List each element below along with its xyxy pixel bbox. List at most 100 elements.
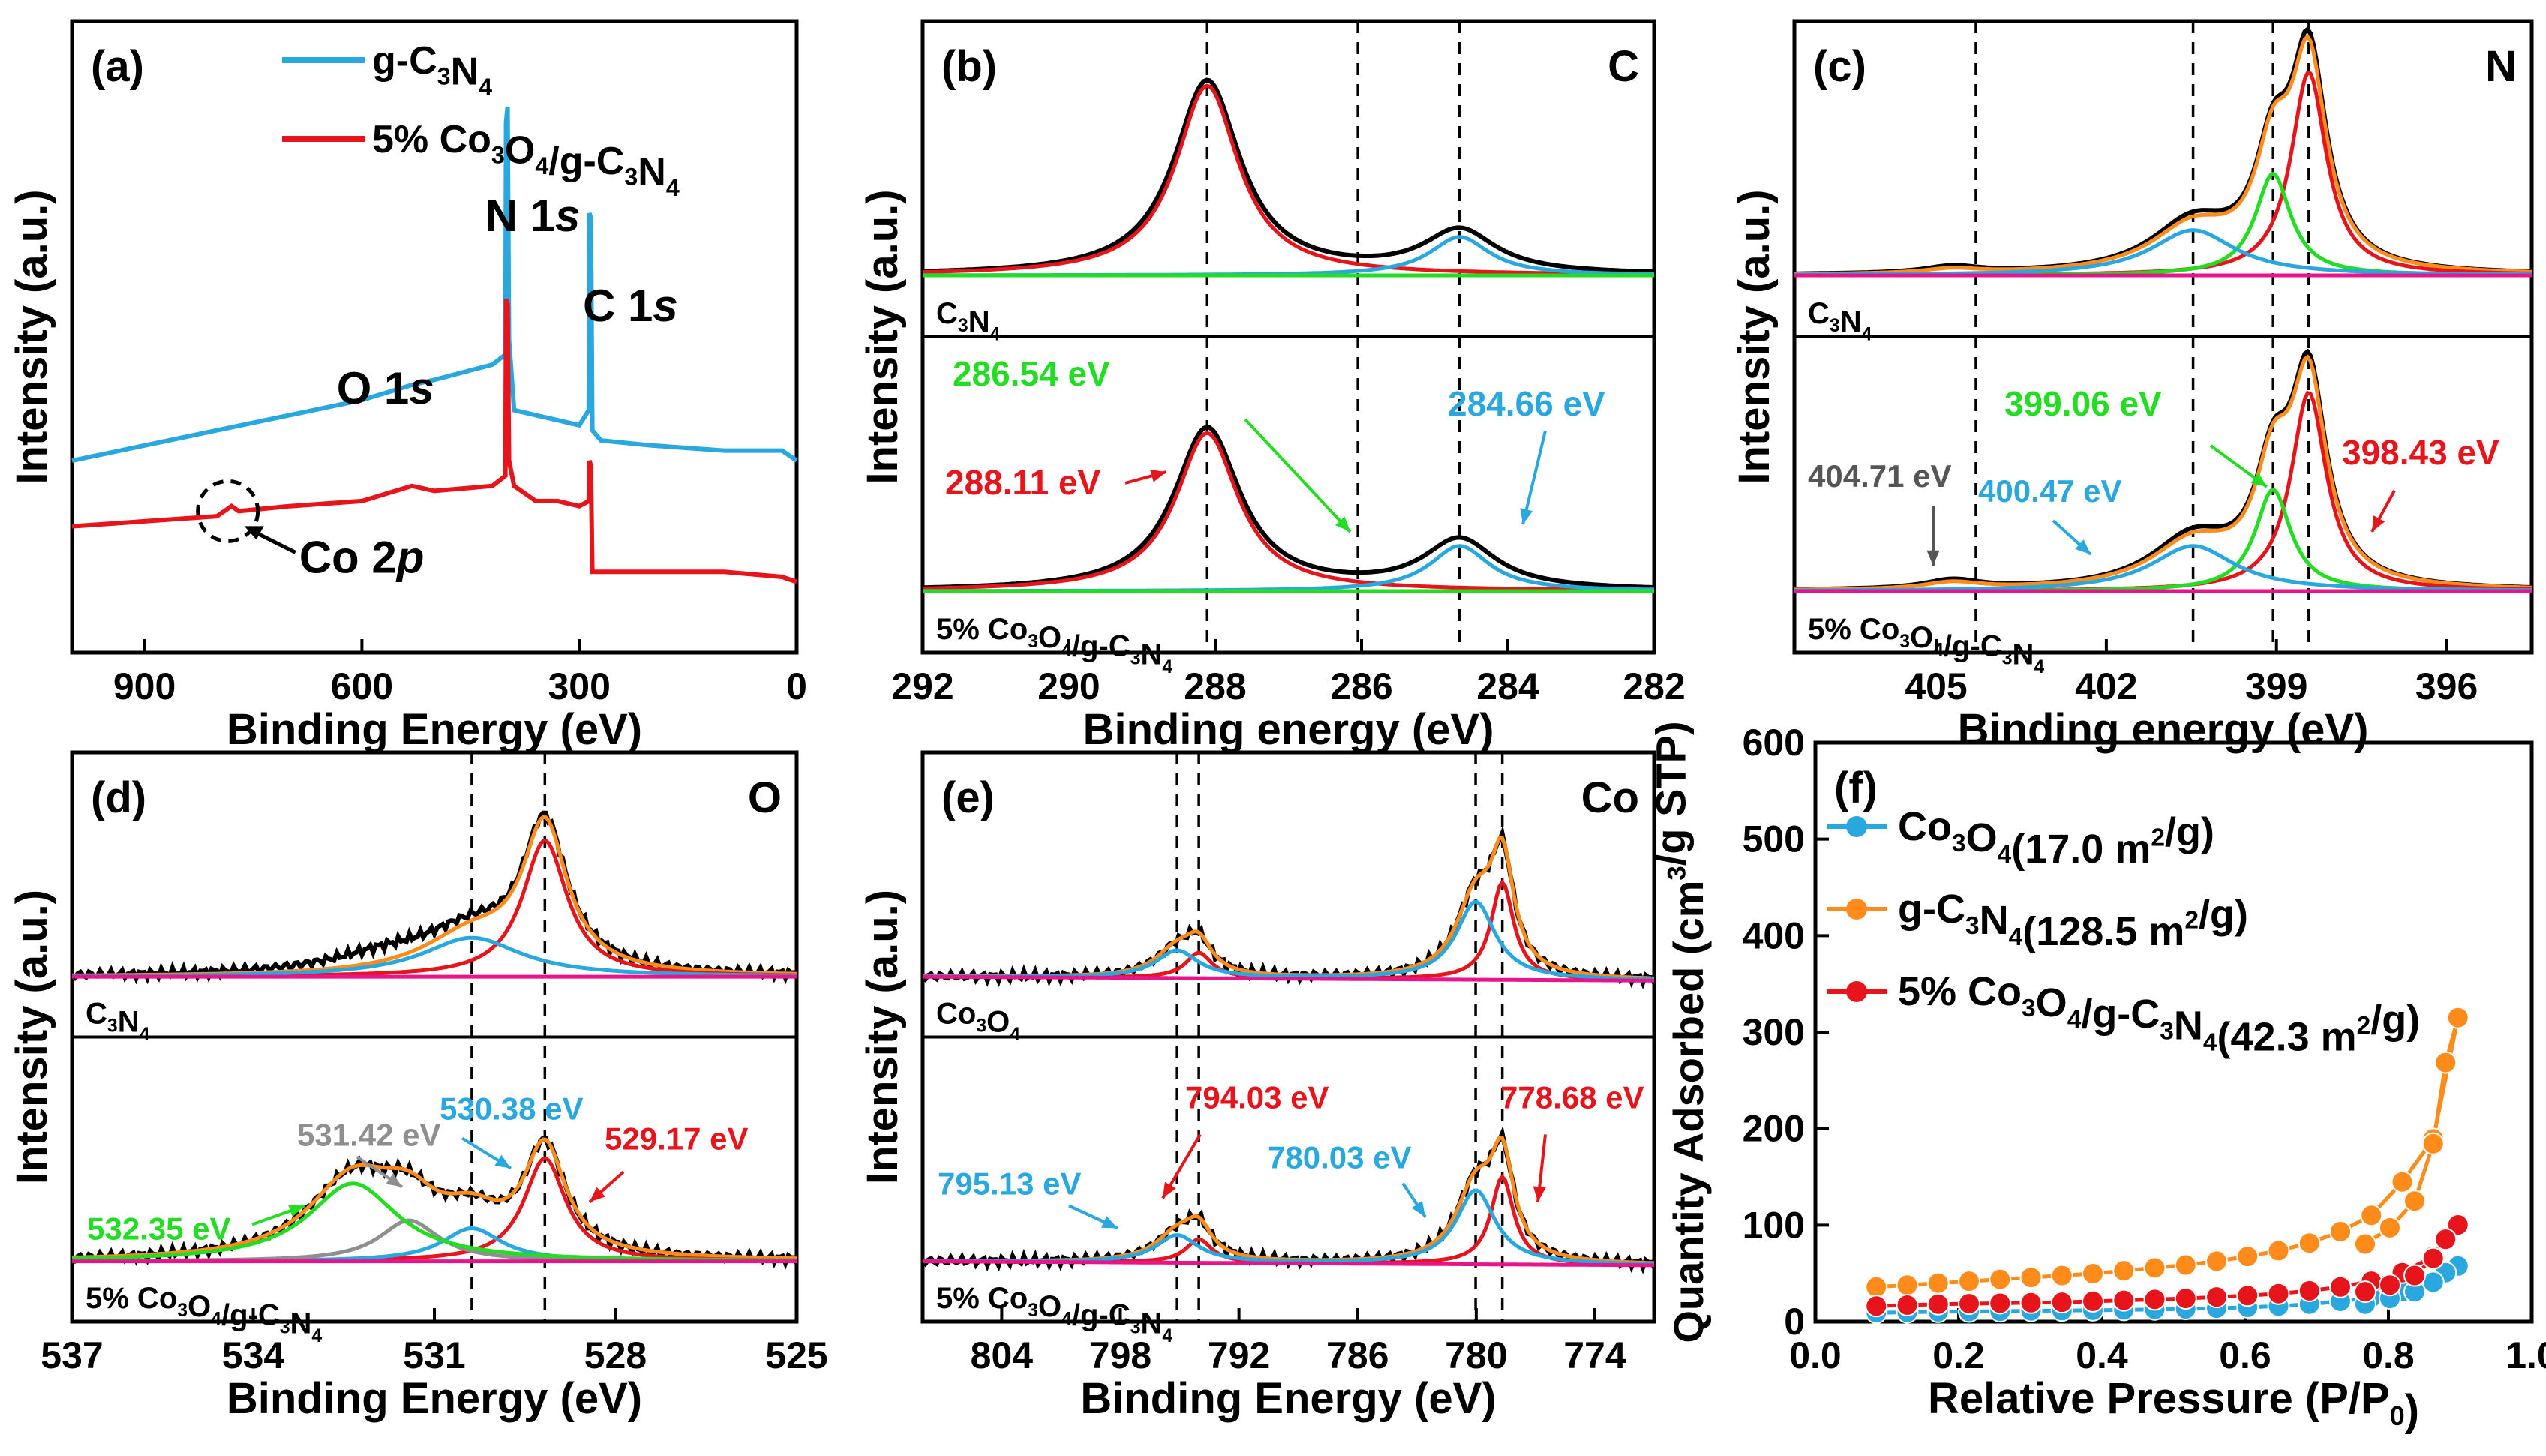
element-label: N xyxy=(2485,42,2517,91)
annotation-label: 284.66 eV xyxy=(1448,384,1605,423)
text-part: 600 xyxy=(1743,722,1805,764)
data-point xyxy=(2267,1282,2290,1305)
co2p-label: Co 2p xyxy=(299,532,425,582)
data-point xyxy=(2082,1262,2104,1285)
text-part: O xyxy=(1038,621,1061,654)
text-part: 402 xyxy=(2075,665,2137,707)
text-part: Intensity (a.u.) xyxy=(1730,189,1779,484)
text-part: 534 xyxy=(222,1334,285,1376)
panel-c: 405 402 399 396 Binding energy (eV) (c) N Inten… xyxy=(1730,19,2534,754)
component-curve-1 xyxy=(71,1137,797,1261)
data-point xyxy=(2446,1006,2469,1029)
text-part: 4 xyxy=(1862,324,1872,344)
text-part: 405 xyxy=(1905,665,1967,707)
y-axis-label: Intensity (a.u.) xyxy=(858,890,907,1184)
text-part: Intensity (a.u.) xyxy=(858,189,907,484)
data-point xyxy=(2205,1250,2228,1273)
data-point xyxy=(2019,1266,2043,1289)
text-part: 3 xyxy=(491,142,505,169)
text-part: (d) xyxy=(91,773,146,822)
y-tick-label: 600 xyxy=(1743,722,1805,764)
component-curve-3 xyxy=(923,1188,1655,1266)
text-part: 3 xyxy=(958,316,968,336)
text-part: N xyxy=(1141,638,1163,671)
x-tick-label: 0.2 xyxy=(1932,1334,1985,1376)
text-part: N xyxy=(1840,305,1862,338)
annotation-label: 794.03 eV xyxy=(1185,1080,1329,1115)
text-part: O xyxy=(505,129,535,173)
annotation-label: 531.42 eV xyxy=(297,1118,441,1153)
data-point xyxy=(2329,1220,2352,1243)
text-part: 3 xyxy=(1952,830,1966,857)
text-part: 400.47 eV xyxy=(1978,473,2122,509)
data-point xyxy=(2403,1190,2426,1213)
text-part: 282 xyxy=(1623,665,1685,707)
data-point xyxy=(2236,1245,2259,1268)
text-part: C xyxy=(1808,297,1830,330)
annotation-arrow-head xyxy=(1926,550,1940,566)
text-part: O xyxy=(1966,815,1998,860)
x-tick-label: 900 xyxy=(113,665,176,707)
component-curve-5 xyxy=(71,1181,797,1262)
text-part: 4 xyxy=(1998,841,2012,869)
text-part: 4 xyxy=(311,1326,322,1346)
annotation-label: 780.03 eV xyxy=(1268,1140,1412,1175)
text-part: 3 xyxy=(280,1318,290,1338)
data-point xyxy=(2267,1239,2290,1262)
annotation-arrow-head xyxy=(1520,508,1533,524)
text-part: 4 xyxy=(666,174,680,201)
x-tick-label: 534 xyxy=(222,1334,285,1376)
text-part: (17.0 m xyxy=(2011,827,2151,872)
text-part: 525 xyxy=(765,1334,827,1376)
data-point xyxy=(1926,1271,1950,1295)
text-part: 792 xyxy=(1208,1334,1270,1376)
component-curve-1 xyxy=(922,431,1654,592)
text-part: 531.42 eV xyxy=(297,1118,441,1153)
text-part: 284.66 eV xyxy=(1448,384,1605,423)
text-part: 4 xyxy=(1162,657,1172,677)
text-part: /g STP) xyxy=(1647,721,1694,866)
text-part: N xyxy=(968,305,990,338)
sample-label: C3N4 xyxy=(1808,297,1872,344)
data-point xyxy=(2354,1280,2376,1304)
text-part: 3 xyxy=(1130,649,1141,669)
annotation-arrow-head xyxy=(2250,473,2267,487)
text-part: (b) xyxy=(941,42,997,91)
data-point xyxy=(2174,1287,2197,1310)
text-part: 399.06 eV xyxy=(2004,384,2162,423)
text-part: 300 xyxy=(548,665,610,707)
text-part: /g-C xyxy=(221,1298,280,1331)
x-axis-label: Binding energy (eV) xyxy=(1083,705,1494,754)
text-part: 2 xyxy=(2357,1012,2371,1040)
text-part: Intensity (a.u.) xyxy=(8,189,56,484)
text-part: 4 xyxy=(479,74,492,101)
text-part: 3 xyxy=(1830,316,1840,336)
component-curve-3 xyxy=(1794,487,2532,593)
text-part: s xyxy=(555,191,580,241)
x-tick-label: 528 xyxy=(584,1334,647,1376)
annotation-arrow-head xyxy=(1101,1216,1118,1229)
text-part: 400 xyxy=(1743,914,1805,956)
text-part: 500 xyxy=(1743,818,1805,860)
x-tick-label: 0.6 xyxy=(2219,1334,2271,1376)
text-part: 5% Co xyxy=(1898,969,2022,1014)
text-part: 290 xyxy=(1037,665,1100,707)
x-tick-label: 792 xyxy=(1208,1334,1270,1376)
text-part: O xyxy=(748,773,782,822)
text-part: 4 xyxy=(2009,923,2023,951)
sample-label: 5% Co3O4/g-C3N4 xyxy=(86,1282,322,1346)
x-tick-label: 284 xyxy=(1476,665,1539,707)
text-part: /g-C xyxy=(2081,992,2160,1037)
annotation-label: 778.68 eV xyxy=(1500,1080,1644,1115)
text-part: 2 xyxy=(2184,907,2199,935)
legend-entry: g-C3N4 xyxy=(372,39,492,101)
data-point xyxy=(2434,1228,2457,1251)
text-part: /g-C xyxy=(1072,629,1130,662)
sample-label: Co3O4 xyxy=(936,998,1020,1045)
text-part: 3 xyxy=(1028,632,1038,652)
text-part: 5% Co xyxy=(372,118,491,161)
text-part: 399 xyxy=(2245,665,2307,707)
legend-marker xyxy=(1846,816,1867,837)
text-part: 3 xyxy=(437,63,451,90)
y-tick-label: 500 xyxy=(1743,818,1805,860)
